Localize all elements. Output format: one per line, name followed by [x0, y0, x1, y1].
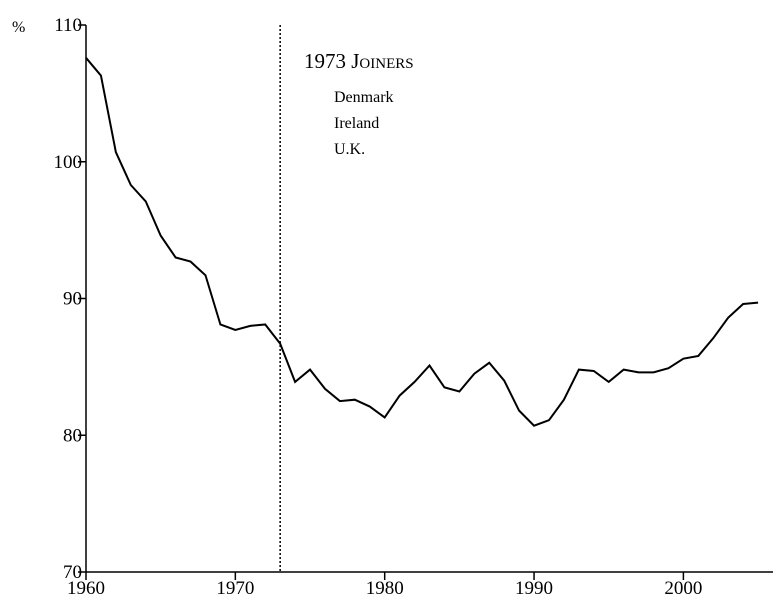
annotation-item: U.K. [334, 141, 365, 158]
y-tick-label: 100 [54, 152, 83, 173]
y-tick-label: 80 [63, 425, 82, 446]
y-unit: % [12, 19, 25, 36]
x-tick-label: 1990 [515, 578, 553, 599]
x-tick-label: 1970 [216, 578, 254, 599]
y-tick-label: 70 [63, 562, 82, 583]
annotation-item: Denmark [334, 89, 394, 106]
annotation-item: Ireland [334, 115, 379, 132]
y-tick-label: 90 [63, 289, 82, 310]
y-tick-label: 110 [54, 15, 82, 36]
x-tick-label: 1960 [67, 578, 105, 599]
annotation-title: 1973 Joiners [304, 49, 414, 73]
x-tick-label: 2000 [664, 578, 702, 599]
x-tick-label: 1980 [366, 578, 404, 599]
line-series [85, 57, 759, 427]
